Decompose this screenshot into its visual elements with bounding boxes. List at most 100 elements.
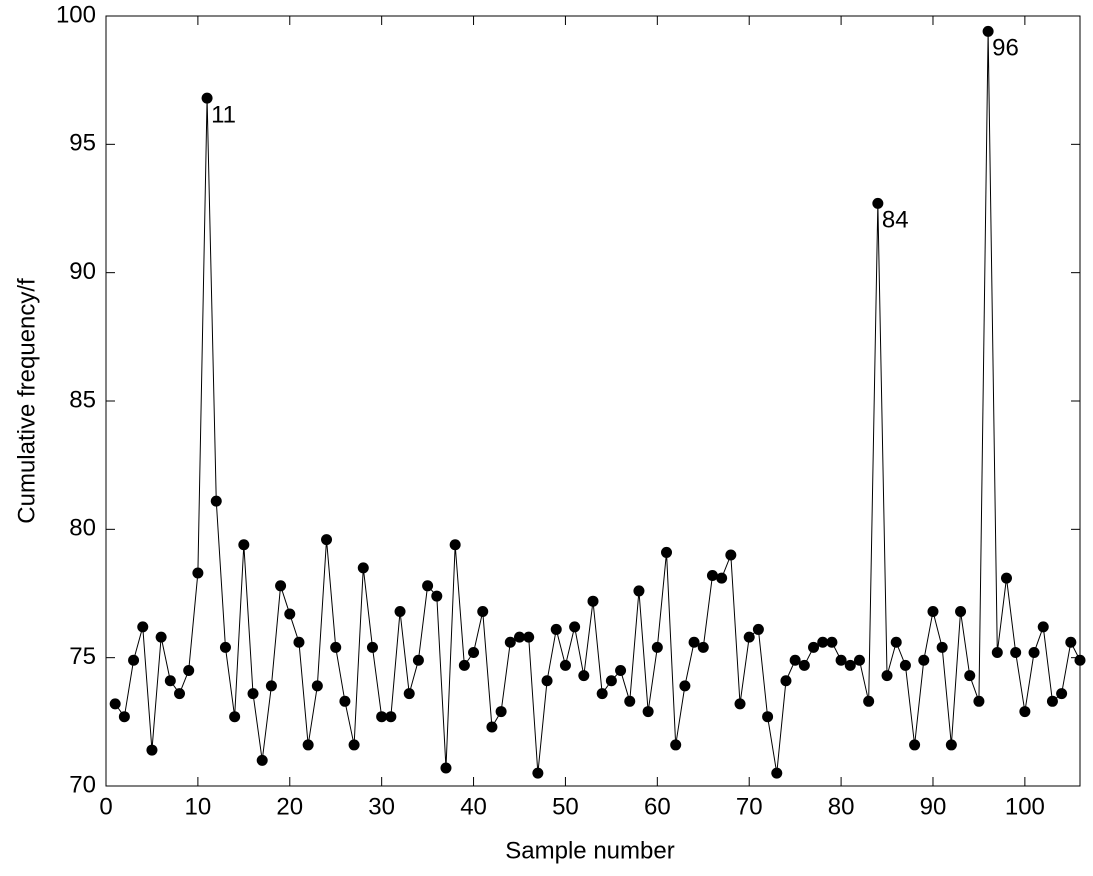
data-point (348, 739, 360, 751)
y-tick-label: 95 (69, 130, 96, 157)
data-point (256, 754, 268, 766)
x-tick-label: 30 (368, 793, 395, 820)
annotation: 84 (882, 207, 909, 234)
data-point (927, 605, 939, 617)
data-point (293, 636, 305, 648)
y-tick-label: 90 (69, 258, 96, 285)
data-point (164, 675, 176, 687)
data-point (881, 670, 893, 682)
data-point (513, 631, 525, 643)
data-point (330, 641, 342, 653)
y-tick-label: 80 (69, 515, 96, 542)
data-point (311, 680, 323, 692)
data-point (743, 631, 755, 643)
data-point (1037, 621, 1049, 633)
data-point (734, 698, 746, 710)
series-line (114, 31, 1081, 774)
annotation: 96 (992, 35, 1019, 62)
data-point (890, 636, 902, 648)
data-point (449, 539, 461, 551)
data-point (945, 739, 957, 751)
data-point (1010, 647, 1022, 659)
data-point (504, 636, 516, 648)
data-point (229, 711, 241, 723)
data-point (210, 495, 222, 507)
data-point (752, 623, 764, 635)
data-point (128, 654, 140, 666)
data-point (247, 688, 259, 700)
x-tick-label: 100 (1005, 793, 1045, 820)
data-point (808, 641, 820, 653)
x-tick-label: 10 (185, 793, 212, 820)
x-tick-label: 50 (552, 793, 579, 820)
data-point (403, 688, 415, 700)
data-point (302, 739, 314, 751)
data-point (532, 767, 544, 779)
data-point (789, 654, 801, 666)
data-point (835, 654, 847, 666)
data-point (670, 739, 682, 751)
data-point (716, 572, 728, 584)
data-point (431, 590, 443, 602)
data-point (679, 680, 691, 692)
data-point (1074, 654, 1086, 666)
data-point (495, 706, 507, 718)
x-tick-label: 90 (920, 793, 947, 820)
data-point (633, 585, 645, 597)
data-point (219, 641, 231, 653)
data-point (826, 636, 838, 648)
x-tick-label: 0 (99, 793, 112, 820)
data-point (697, 641, 709, 653)
data-point (725, 549, 737, 561)
x-tick-label: 80 (828, 793, 855, 820)
data-point (183, 665, 195, 676)
data-point (192, 567, 204, 579)
data-point (146, 744, 158, 756)
data-point (376, 711, 388, 723)
data-point (1065, 636, 1077, 648)
data-point (412, 654, 424, 666)
data-point (936, 641, 948, 653)
data-point (899, 659, 911, 671)
data-point (771, 767, 783, 779)
data-point (605, 675, 617, 687)
data-point (440, 762, 452, 774)
data-point (798, 659, 810, 671)
data-point (918, 654, 930, 666)
data-point (651, 641, 663, 653)
data-point (1046, 695, 1058, 707)
y-tick-label: 100 (56, 1, 96, 28)
data-point (550, 623, 562, 635)
data-point (964, 670, 976, 682)
x-tick-label: 40 (460, 793, 487, 820)
data-point (780, 675, 792, 687)
data-point (688, 636, 700, 648)
y-tick-label: 70 (69, 771, 96, 798)
data-point (853, 654, 865, 666)
data-point (587, 595, 599, 607)
data-point (578, 670, 590, 682)
data-point (458, 659, 470, 671)
data-point (385, 711, 397, 723)
annotation: 11 (211, 101, 236, 128)
data-point (624, 695, 636, 707)
data-point (955, 605, 967, 617)
data-point (559, 659, 571, 671)
data-point (872, 197, 884, 209)
data-point (596, 688, 608, 700)
y-tick-label: 85 (69, 386, 96, 413)
data-point (155, 631, 167, 643)
data-point (468, 647, 480, 659)
x-axis-label: Sample number (505, 837, 674, 864)
data-point (265, 680, 277, 692)
data-point (339, 695, 351, 707)
data-point (284, 608, 296, 620)
data-point (844, 659, 856, 671)
data-point (863, 695, 875, 707)
data-point (991, 647, 1003, 659)
data-point (118, 711, 130, 723)
data-point (909, 739, 921, 751)
data-point (1056, 688, 1068, 700)
data-point (238, 539, 250, 551)
